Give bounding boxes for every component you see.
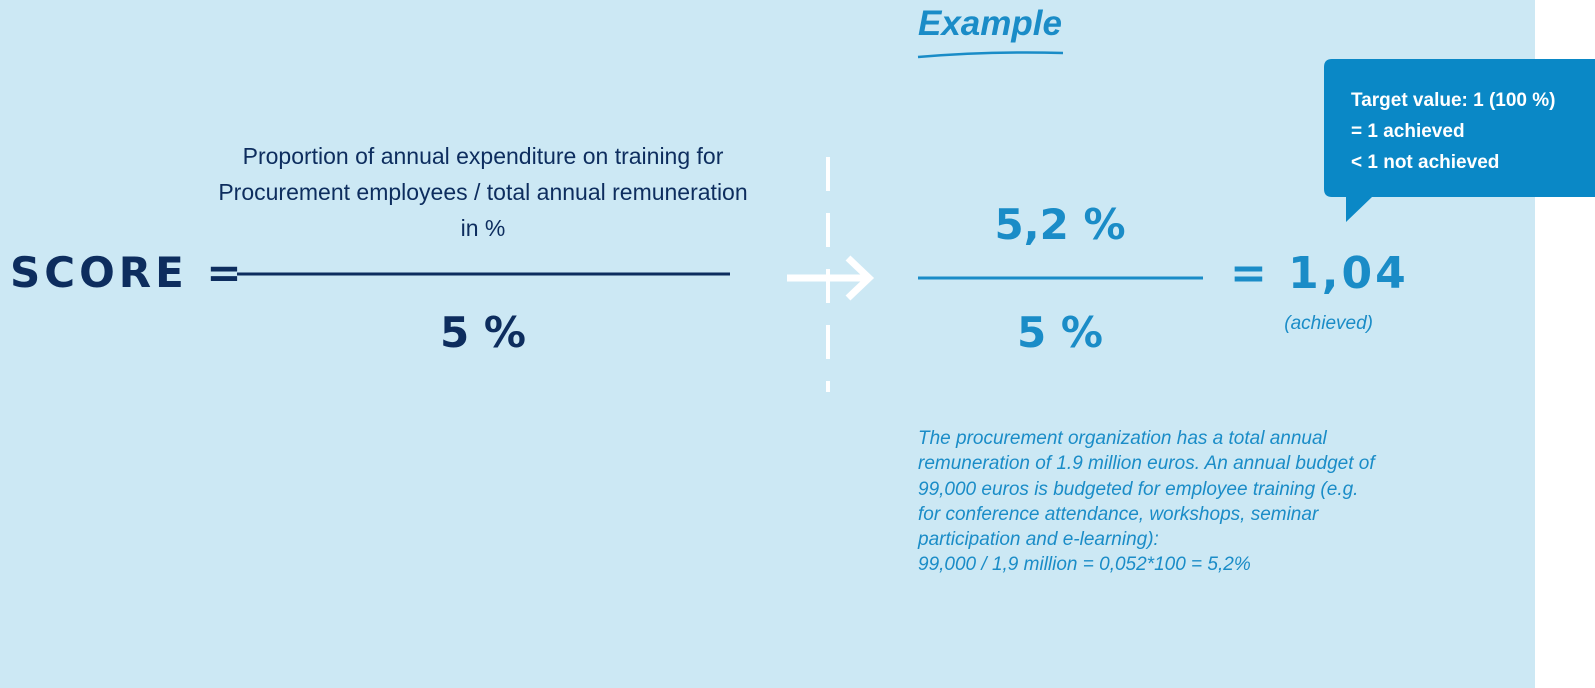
result: = 1,04 [1230, 248, 1409, 299]
description-line: 99,000 / 1,9 million = 0,052*100 = 5,2% [918, 554, 1251, 576]
background [0, 0, 1535, 688]
result-note: (achieved) [1284, 313, 1373, 334]
arrow-head [845, 255, 875, 301]
callout-line: = 1 achieved [1351, 121, 1465, 142]
example-denominator: 5 % [1017, 308, 1103, 357]
description-line: for conference attendance, workshops, se… [918, 503, 1319, 525]
callout-text: Target value: 1 (100 %) = 1 achieved < 1… [1351, 85, 1556, 178]
description: The procurement organization has a total… [918, 426, 1375, 578]
description-line: The procurement organization has a total… [918, 428, 1327, 449]
title-underline [917, 51, 1064, 59]
description-line: 99,000 euros is budgeted for employee tr… [918, 478, 1359, 500]
example-numerator: 5,2 % [994, 200, 1126, 249]
description-line: remuneration of 1.9 million euros. An an… [918, 453, 1375, 475]
example-title: Example [918, 4, 1062, 43]
description-line: participation and e-learning): [918, 529, 1159, 551]
callout-line: < 1 not achieved [1351, 152, 1500, 173]
score-label: SCORE = [10, 248, 246, 297]
callout-line: Target value: 1 (100 %) [1351, 90, 1556, 111]
numerator: Proportion of annual expenditure on trai… [218, 143, 748, 241]
callout-box [1324, 59, 1595, 222]
denominator: 5 % [440, 308, 526, 357]
